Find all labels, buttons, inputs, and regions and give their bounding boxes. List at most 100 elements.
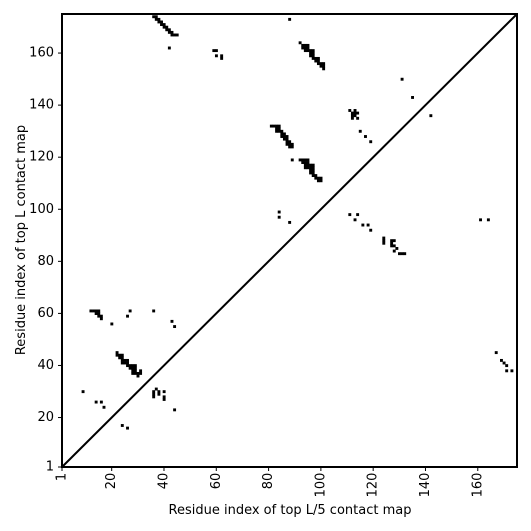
contact-cell bbox=[316, 59, 320, 63]
contact-cell bbox=[220, 54, 224, 58]
contact-cell bbox=[99, 317, 103, 321]
contact-cell bbox=[277, 210, 281, 214]
contact-cell bbox=[392, 244, 396, 248]
contact-cell bbox=[314, 176, 318, 180]
contact-cell bbox=[139, 371, 143, 375]
contact-cell bbox=[136, 374, 140, 378]
contact-cell bbox=[322, 62, 326, 66]
contact-cell bbox=[173, 33, 177, 37]
contact-cell bbox=[167, 30, 171, 34]
contact-cell bbox=[275, 129, 279, 133]
contact-cell bbox=[306, 163, 310, 167]
contact-cell bbox=[160, 20, 163, 24]
contact-cell bbox=[162, 398, 166, 401]
contact-cell bbox=[131, 364, 135, 368]
contact-cell bbox=[288, 17, 292, 21]
contact-cell bbox=[301, 43, 305, 47]
contact-cell bbox=[361, 223, 365, 227]
contact-cell bbox=[120, 356, 124, 360]
contact-cell bbox=[133, 364, 137, 368]
contact-cell bbox=[285, 142, 289, 146]
contact-cell bbox=[311, 171, 315, 175]
contact-cell bbox=[350, 114, 354, 118]
contact-cell bbox=[133, 371, 137, 375]
plot-frame bbox=[61, 13, 518, 468]
y-tick-label: 120 bbox=[29, 150, 54, 165]
contact-cell bbox=[81, 390, 85, 394]
contact-cell bbox=[133, 366, 137, 370]
contact-cell bbox=[277, 124, 281, 128]
contact-cell bbox=[269, 124, 273, 128]
contact-cell bbox=[280, 135, 284, 138]
contact-cell bbox=[400, 252, 404, 256]
contact-cell bbox=[486, 218, 490, 222]
contact-cell bbox=[309, 168, 313, 172]
contact-cell bbox=[319, 176, 323, 180]
contact-cell bbox=[120, 361, 124, 365]
contact-cell bbox=[311, 168, 315, 172]
contact-cell bbox=[505, 364, 509, 368]
contact-cell bbox=[306, 46, 310, 50]
contact-cell bbox=[288, 140, 292, 144]
contact-cell bbox=[311, 163, 315, 167]
contact-cell bbox=[97, 314, 101, 318]
contact-cell bbox=[282, 137, 286, 141]
contact-cell bbox=[170, 30, 174, 34]
contact-cell bbox=[319, 62, 323, 66]
contact-cell bbox=[306, 161, 310, 164]
contact-cell bbox=[301, 158, 305, 162]
contact-cell bbox=[382, 236, 386, 240]
contact-cell bbox=[170, 319, 174, 323]
contact-cell bbox=[316, 176, 320, 180]
contact-cell bbox=[306, 158, 310, 162]
contact-cell bbox=[303, 163, 307, 167]
contact-cell bbox=[128, 364, 132, 368]
x-tick-label: 20 bbox=[104, 473, 119, 490]
contact-cell bbox=[311, 49, 315, 53]
contact-cell bbox=[162, 390, 166, 394]
contact-cell bbox=[277, 127, 281, 131]
contact-cell bbox=[319, 179, 323, 183]
contact-cell bbox=[126, 361, 129, 365]
contact-cell bbox=[152, 395, 156, 399]
contact-cell bbox=[97, 309, 101, 313]
contact-cell bbox=[356, 213, 360, 217]
x-tick-label: 1 bbox=[55, 473, 70, 481]
contact-cell bbox=[110, 322, 114, 326]
contact-cell bbox=[214, 54, 218, 58]
contact-cell bbox=[275, 127, 279, 131]
contact-cell bbox=[120, 358, 124, 362]
contact-cell bbox=[170, 33, 174, 37]
contact-cell bbox=[311, 51, 315, 55]
contact-cell bbox=[152, 15, 156, 19]
contact-cell bbox=[212, 49, 216, 53]
x-axis-label: Residue index of top L/5 contact map bbox=[169, 503, 412, 518]
contact-cell bbox=[173, 408, 177, 412]
contact-cell bbox=[353, 109, 357, 112]
diagonal-line bbox=[61, 13, 518, 468]
y-tick-label: 1 bbox=[46, 460, 54, 475]
contact-cell bbox=[382, 241, 386, 245]
contact-cell bbox=[311, 174, 315, 178]
contact-cell bbox=[139, 369, 143, 373]
contact-cell bbox=[115, 353, 119, 357]
contact-cell bbox=[400, 77, 404, 81]
contact-cell bbox=[162, 395, 166, 399]
contact-cell bbox=[92, 309, 95, 313]
contact-cell bbox=[392, 239, 396, 243]
contact-cell bbox=[152, 390, 156, 394]
contact-cell bbox=[392, 249, 396, 253]
contact-cell bbox=[303, 46, 307, 50]
contact-cell bbox=[280, 132, 284, 136]
y-tick-label: 60 bbox=[37, 306, 54, 321]
contact-cell bbox=[152, 392, 156, 396]
contact-cell bbox=[303, 43, 307, 47]
contact-cell bbox=[285, 135, 289, 138]
contact-cell bbox=[220, 56, 224, 60]
contact-cell bbox=[500, 358, 503, 362]
contact-cell bbox=[128, 309, 132, 313]
x-tick-label: 100 bbox=[313, 473, 328, 498]
contact-cell bbox=[309, 51, 313, 55]
